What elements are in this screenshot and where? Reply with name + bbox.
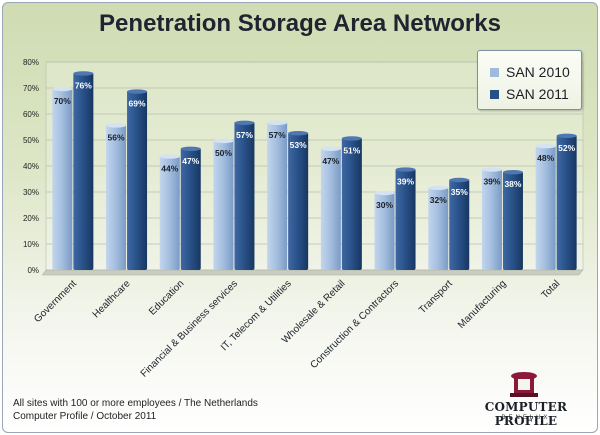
bar-san-2011 xyxy=(556,134,577,270)
x-tick-label: Education xyxy=(147,278,186,317)
chart-title: Penetration Storage Area Networks xyxy=(99,10,501,37)
bar-top xyxy=(267,120,288,126)
legend: SAN 2010 SAN 2011 xyxy=(477,50,582,110)
legend-swatch-san-2011 xyxy=(490,89,499,99)
legend-swatch-san-2010 xyxy=(490,67,499,77)
bar-san-2010 xyxy=(535,145,556,270)
bar-san-2011 xyxy=(234,121,255,270)
bar-san-2010 xyxy=(320,147,341,270)
data-label: 44% xyxy=(161,164,178,174)
data-label: 76% xyxy=(75,80,92,90)
bar-san-2011 xyxy=(341,137,362,270)
bar-top xyxy=(341,136,362,141)
bar-san-2010 xyxy=(52,88,73,270)
data-label: 47% xyxy=(322,156,339,166)
legend-label-san-2011: SAN 2011 xyxy=(506,86,569,102)
y-tick-label: 20% xyxy=(23,214,39,223)
y-tick-label: 30% xyxy=(23,188,39,197)
bar-san-2011 xyxy=(180,147,201,270)
bar-top xyxy=(449,177,470,183)
x-tick-label: Total xyxy=(540,278,563,301)
y-tick-label: 0% xyxy=(27,266,39,275)
bar-san-2011 xyxy=(288,132,309,270)
data-label: 70% xyxy=(54,96,71,106)
legend-item-san-2011: SAN 2011 xyxy=(490,86,569,102)
bar-san-2011 xyxy=(449,179,470,270)
bar-san-2010 xyxy=(267,121,288,270)
data-label: 69% xyxy=(129,99,146,109)
bar-san-2010 xyxy=(481,168,502,270)
y-tick-label: 50% xyxy=(23,136,39,145)
bar-san-2010 xyxy=(213,140,234,270)
data-label: 39% xyxy=(397,177,414,187)
bar-san-2011 xyxy=(73,72,94,271)
bar-top xyxy=(556,133,577,138)
bar-top xyxy=(159,154,180,159)
bar-top xyxy=(106,123,127,128)
bar-top xyxy=(127,89,148,94)
bar-top xyxy=(180,146,201,151)
data-label: 56% xyxy=(108,132,125,142)
x-tick-label: Government xyxy=(32,278,79,325)
data-label: 52% xyxy=(558,143,575,153)
data-label: 35% xyxy=(451,187,468,197)
x-tick-label: Financial & Business services xyxy=(139,278,240,379)
bar-top xyxy=(502,170,523,175)
data-label: 51% xyxy=(343,145,360,155)
bar-san-2010 xyxy=(106,124,127,271)
data-label: 38% xyxy=(504,179,521,189)
y-tick-label: 60% xyxy=(23,110,39,119)
bar-top xyxy=(234,120,255,126)
bar-top xyxy=(395,167,416,172)
data-label: 53% xyxy=(290,140,307,150)
footer-note-line2: Computer Profile / October 2011 xyxy=(13,411,157,422)
data-label: 32% xyxy=(430,195,447,205)
x-tick-label: Construction & Contractors xyxy=(308,278,401,371)
bar-san-2010 xyxy=(159,155,180,270)
x-tick-label: Transport xyxy=(417,278,455,316)
bar-top xyxy=(52,86,73,92)
company-logo: COMPUTER PROFILE BENELUX xyxy=(466,366,586,428)
data-label: 48% xyxy=(537,153,554,163)
data-label: 57% xyxy=(269,130,286,140)
plot-floor xyxy=(41,269,584,276)
bar-san-2011 xyxy=(395,168,416,270)
logo-icon xyxy=(510,372,538,397)
data-label: 39% xyxy=(483,177,500,187)
legend-item-san-2010: SAN 2010 xyxy=(490,64,570,80)
bar-san-2010 xyxy=(428,186,449,270)
footer-note-line1: All sites with 100 or more employees / T… xyxy=(13,398,258,409)
y-tick-label: 80% xyxy=(23,58,39,67)
logo-text: COMPUTER PROFILE xyxy=(484,400,568,428)
y-tick-label: 70% xyxy=(23,84,39,93)
y-tick-label: 40% xyxy=(23,162,39,171)
logo-subtext: BENELUX xyxy=(501,415,551,421)
legend-label-san-2010: SAN 2010 xyxy=(506,64,570,80)
bar-top xyxy=(374,190,395,196)
y-tick-label: 10% xyxy=(23,240,39,249)
bar-san-2011 xyxy=(127,90,148,270)
x-tick-label: Healthcare xyxy=(91,278,133,320)
bar-san-2011 xyxy=(502,171,523,270)
bar-top xyxy=(213,138,234,144)
bar-top xyxy=(535,144,556,149)
bar-top xyxy=(73,71,94,76)
data-label: 30% xyxy=(376,200,393,210)
data-label: 50% xyxy=(215,148,232,158)
x-tick-label: Manufacturing xyxy=(456,278,509,331)
data-label: 57% xyxy=(236,130,253,140)
bar-top xyxy=(428,185,449,190)
bar-top xyxy=(320,146,341,151)
bar-top xyxy=(288,131,309,136)
bar-san-2010 xyxy=(374,192,395,270)
data-label: 47% xyxy=(182,156,199,166)
bar-top xyxy=(481,167,502,172)
